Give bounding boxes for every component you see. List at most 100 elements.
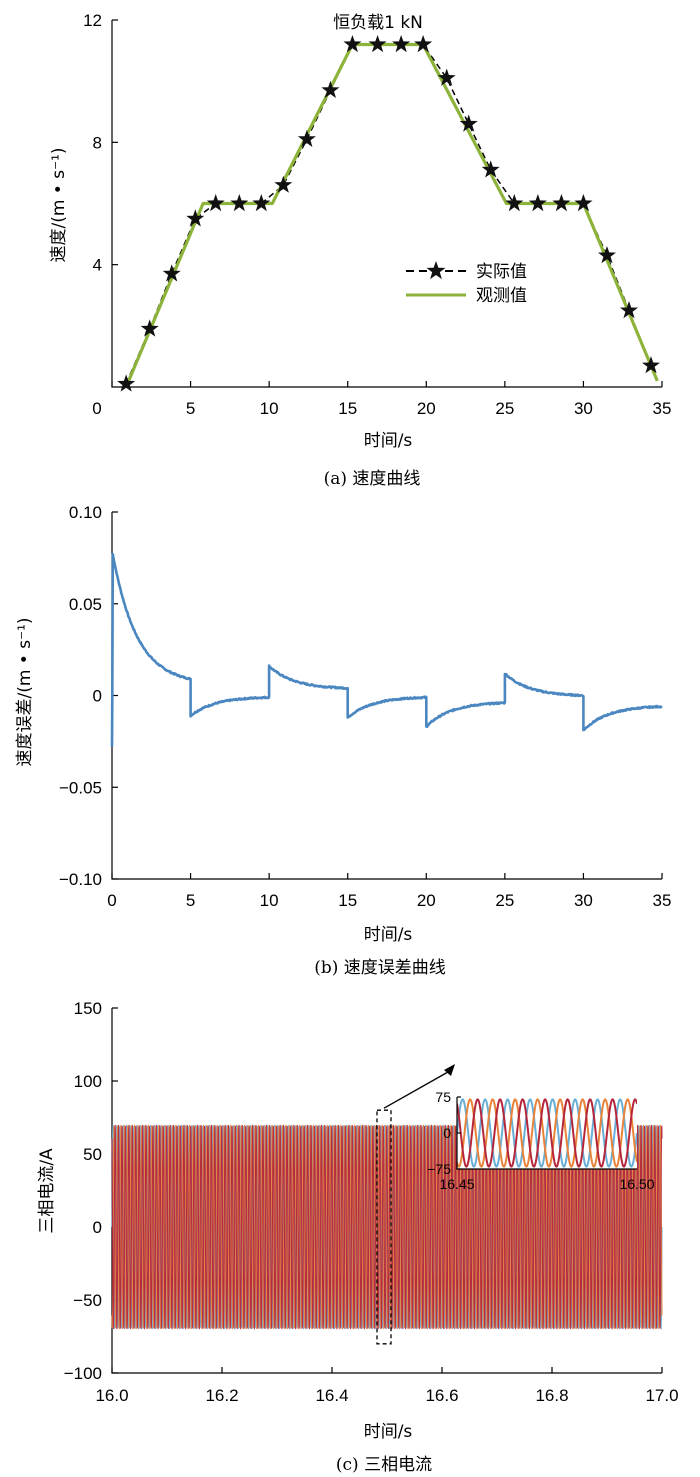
x-tick-label: 10 [260,891,279,910]
x-tick-label: 35 [653,399,672,418]
actual-star-point [528,194,547,212]
x-tick-label: 15 [338,399,357,418]
y-tick-label: 0.05 [69,595,102,614]
x-tick-label: 5 [186,891,195,910]
panel-a-caption: (a) 速度曲线 [324,469,421,489]
panel-a-xlabel: 时间/s [364,431,413,451]
x-tick-label: 20 [417,891,436,910]
panel-b-ylabel: 速度误差/(m • s⁻¹) [15,617,35,766]
inset-y-tick-label: 75 [435,1089,451,1105]
panel-b: 0 5 10 15 20 25 30 35 0.100.050−0.05−0.10 时间/s … [15,503,671,978]
x-tick-label: 15 [338,891,357,910]
x-tick-label: 35 [653,891,672,910]
panel-b-caption: (b) 速度误差曲线 [314,958,446,978]
actual-star-point [140,319,159,337]
phase-b-current-line [111,1124,663,1330]
panel-a-origin-label: 0 [92,399,101,418]
x-tick-label: 20 [417,399,436,418]
actual-star-point [343,35,362,53]
panel-c: 16.0 16.2 16.4 16.6 16.8 17.0 150 100 50 0 −50 −10… [37,999,679,1475]
actual-star-point [437,68,456,86]
zoom-arrow-line [383,1071,449,1109]
panel-a-series [117,35,660,392]
x-tick-label: 25 [495,891,514,910]
panel-b-y-ticks: 0.10 0.05 0 −0.05 −0.10 [59,503,118,889]
x-tick-label: 30 [574,891,593,910]
x-tick-label: 25 [495,399,514,418]
panel-c-x-ticks: 16.0 16.2 16.4 16.6 16.8 17.0 [95,1367,679,1405]
actual-star-point [186,209,205,227]
x-tick-label: 16.6 [425,1386,458,1405]
actual-star-point [620,301,638,319]
actual-star-point [206,194,225,212]
inset-phase-c-line [457,1098,637,1168]
panel-a-legend: 实际值 观测值 [406,261,527,306]
panel-a-y-ticks: 4 8 12 [83,11,118,275]
actual-star-point [230,194,249,212]
inset-x-tick-label: 16.50 [619,1176,654,1192]
x-tick-label: 16.4 [315,1386,348,1405]
y-tick-label: 8 [93,133,102,152]
y-tick-label: 100 [74,1072,102,1091]
inset-y-tick-label: 0 [443,1125,451,1141]
y-tick-label: 0 [93,687,102,706]
inset-y-tick-label: −75 [427,1161,451,1177]
inset-phase-a-line [457,1098,637,1168]
actual-star-point [414,35,433,53]
y-tick-label: 12 [83,11,102,30]
legend-actual-label: 实际值 [476,262,527,282]
legend-observed-label: 观测值 [476,286,527,306]
actual-star-point [481,160,500,178]
legend-actual-star-icon [426,261,446,280]
panel-a-annotation: 恒负载1 kN [333,13,423,33]
x-tick-label: 30 [574,399,593,418]
panel-c-ylabel: 三相电流/A [37,1148,57,1234]
y-tick-label: −0.05 [59,778,102,797]
zoom-region-box [376,1109,392,1345]
inset-phase-b-line [457,1098,637,1168]
y-tick-label: 0 [93,1218,102,1237]
actual-star-point [505,194,524,212]
actual-star-point [162,264,181,282]
actual-star-point [368,35,387,53]
x-tick-label: 16.2 [205,1386,238,1405]
panel-b-x-ticks: 0 5 10 15 20 25 30 35 [107,873,671,910]
x-tick-label: 5 [186,399,195,418]
panel-b-series [110,552,663,747]
actual-star-point [274,175,293,193]
inset-x-tick-label: 16.45 [439,1176,474,1192]
observed-series-line [124,42,659,388]
panel-a-ylabel: 速度/(m • s⁻¹) [49,147,69,262]
actual-star-point [552,194,571,212]
y-tick-label: 150 [74,999,102,1018]
panel-c-caption: (c) 三相电流 [336,1455,432,1475]
x-tick-label: 16.0 [95,1386,128,1405]
x-tick-label: 10 [260,399,279,418]
panel-a: 5 10 15 20 25 30 35 4 8 12 0 恒负载1 kN 实际值 观测值 时间/… [49,11,671,489]
inset-series [457,1098,637,1168]
y-tick-label: −50 [73,1291,102,1310]
actual-star-point [252,194,271,212]
panel-c-y-ticks: 150 100 50 0 −50 −100 [64,999,118,1383]
panel-b-xlabel: 时间/s [364,925,413,945]
y-tick-label: −0.10 [59,870,102,889]
y-tick-label: 0.10 [69,503,102,522]
y-tick-label: 50 [83,1145,102,1164]
phase-c-current-line [111,1124,663,1330]
y-tick-label: −100 [64,1364,102,1383]
actual-star-point [642,356,660,374]
actual-star-point [392,35,411,53]
actual-star-point [574,194,593,212]
panel-c-xlabel: 时间/s [364,1422,413,1442]
x-tick-label: 16.8 [535,1386,568,1405]
actual-star-point [459,114,478,132]
y-tick-label: 4 [93,256,102,275]
actual-series-line [125,43,652,385]
panel-a-x-ticks: 5 10 15 20 25 30 35 [111,381,672,418]
actual-star-point [297,129,316,147]
actual-star-point [321,80,340,98]
speed-error-line [110,552,663,747]
x-tick-label: 17.0 [645,1386,678,1405]
actual-star-point [117,374,136,392]
